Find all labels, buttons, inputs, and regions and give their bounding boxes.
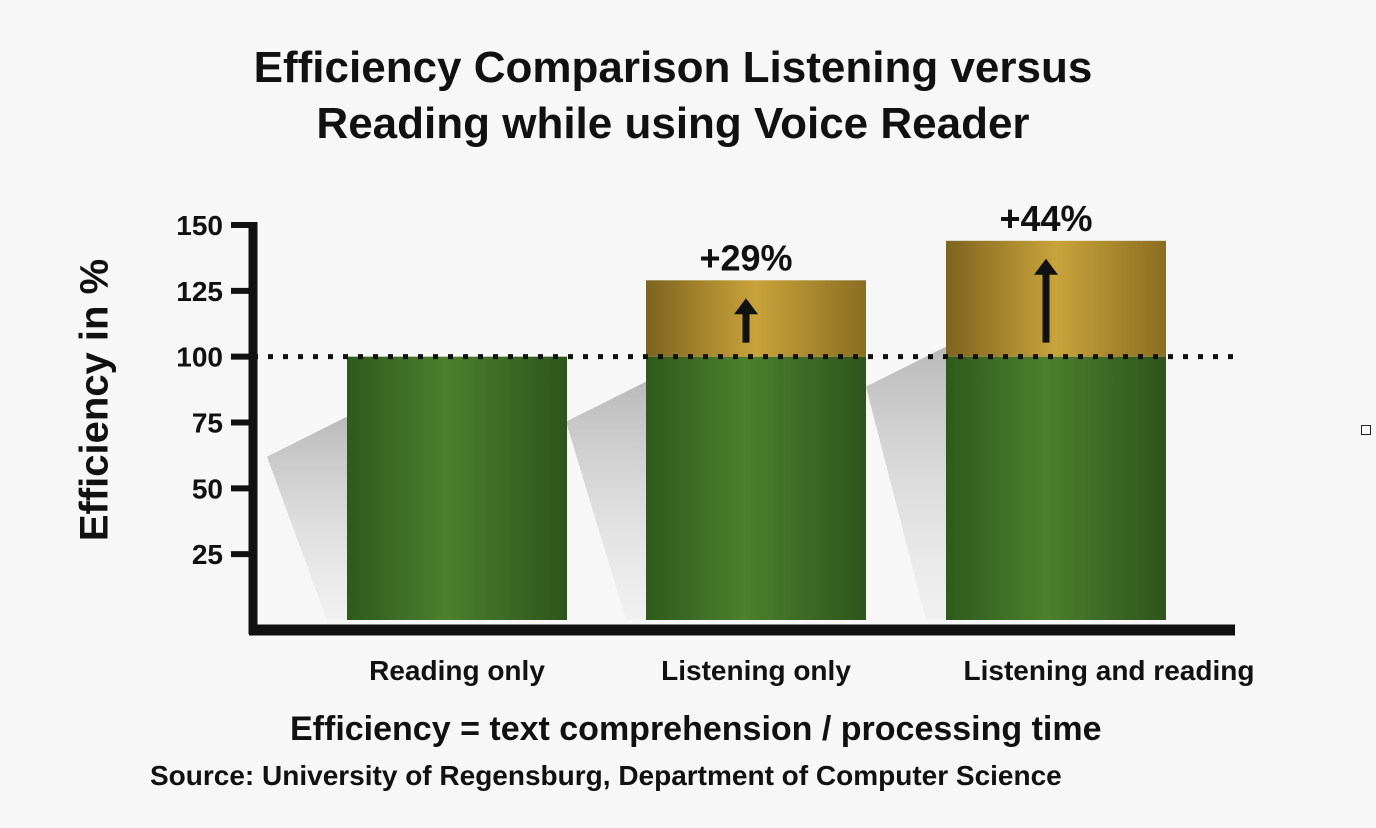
chart-title-line-2: Reading while using Voice Reader [316, 99, 1030, 148]
efficiency-formula: Efficiency = text comprehension / proces… [290, 710, 1102, 748]
y-tick-label: 100 [176, 342, 223, 373]
bar-base [347, 356, 567, 620]
bar-base [946, 356, 1166, 620]
gain-label: +44% [999, 198, 1092, 239]
y-tick-label: 150 [176, 210, 223, 241]
gain-arrow-head [1034, 258, 1058, 275]
bar-shadow [866, 346, 946, 620]
y-tick-label: 125 [176, 276, 223, 307]
gain-arrow-head [734, 298, 758, 315]
bar-shadow [267, 416, 347, 620]
scroll-marker [1361, 425, 1371, 435]
bar-gain [646, 280, 866, 357]
gain-label: +29% [699, 237, 792, 278]
source-note: Source: University of Regensburg, Depart… [150, 760, 1062, 791]
x-category-label: Listening and reading [964, 655, 1255, 686]
x-category-label: Reading only [369, 655, 545, 686]
y-tick-label: 50 [192, 473, 223, 504]
y-tick-label: 25 [192, 539, 223, 570]
chart-title: Efficiency Comparison Listening versus R… [0, 40, 1346, 152]
bar-shadow [566, 381, 646, 620]
y-tick-label: 75 [192, 408, 223, 439]
bar-gain [946, 240, 1166, 357]
x-category-label: Listening only [661, 655, 851, 686]
chart-title-line-1: Efficiency Comparison Listening versus [253, 43, 1093, 92]
bar-base [646, 356, 866, 620]
